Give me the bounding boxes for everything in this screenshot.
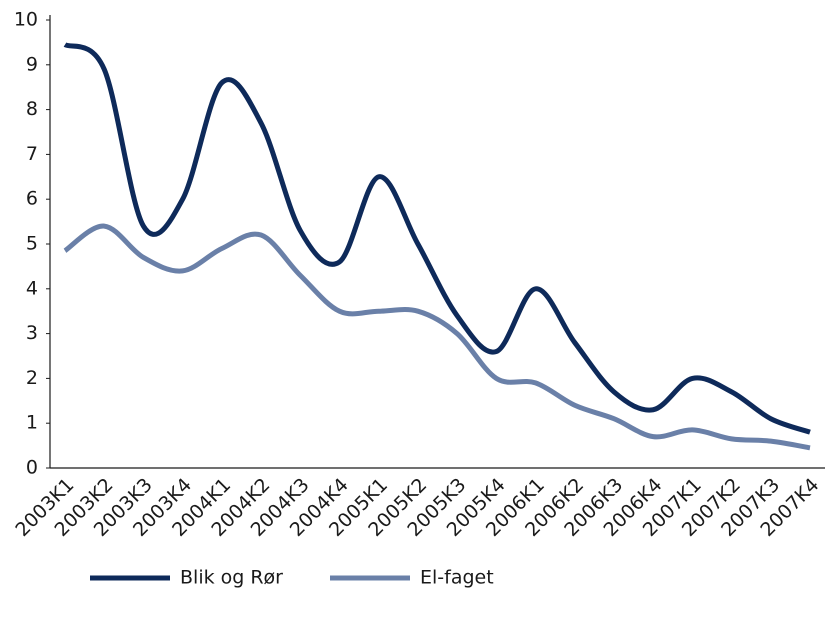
legend-label: Blik og Rør <box>180 567 283 589</box>
y-tick-label: 9 <box>26 53 38 75</box>
y-tick-label: 8 <box>26 98 38 120</box>
y-tick-label: 4 <box>26 277 38 299</box>
y-tick-label: 6 <box>26 188 38 210</box>
y-tick-label: 5 <box>26 233 38 255</box>
y-tick-label: 0 <box>26 457 38 479</box>
series-line <box>63 42 811 435</box>
y-tick-label: 3 <box>26 322 38 344</box>
y-tick-label: 2 <box>26 367 38 389</box>
series-line <box>63 223 811 451</box>
y-tick-label: 7 <box>26 143 38 165</box>
y-tick-label: 1 <box>26 412 38 434</box>
legend-label: El-faget <box>420 567 494 589</box>
y-tick-label: 10 <box>14 9 38 31</box>
